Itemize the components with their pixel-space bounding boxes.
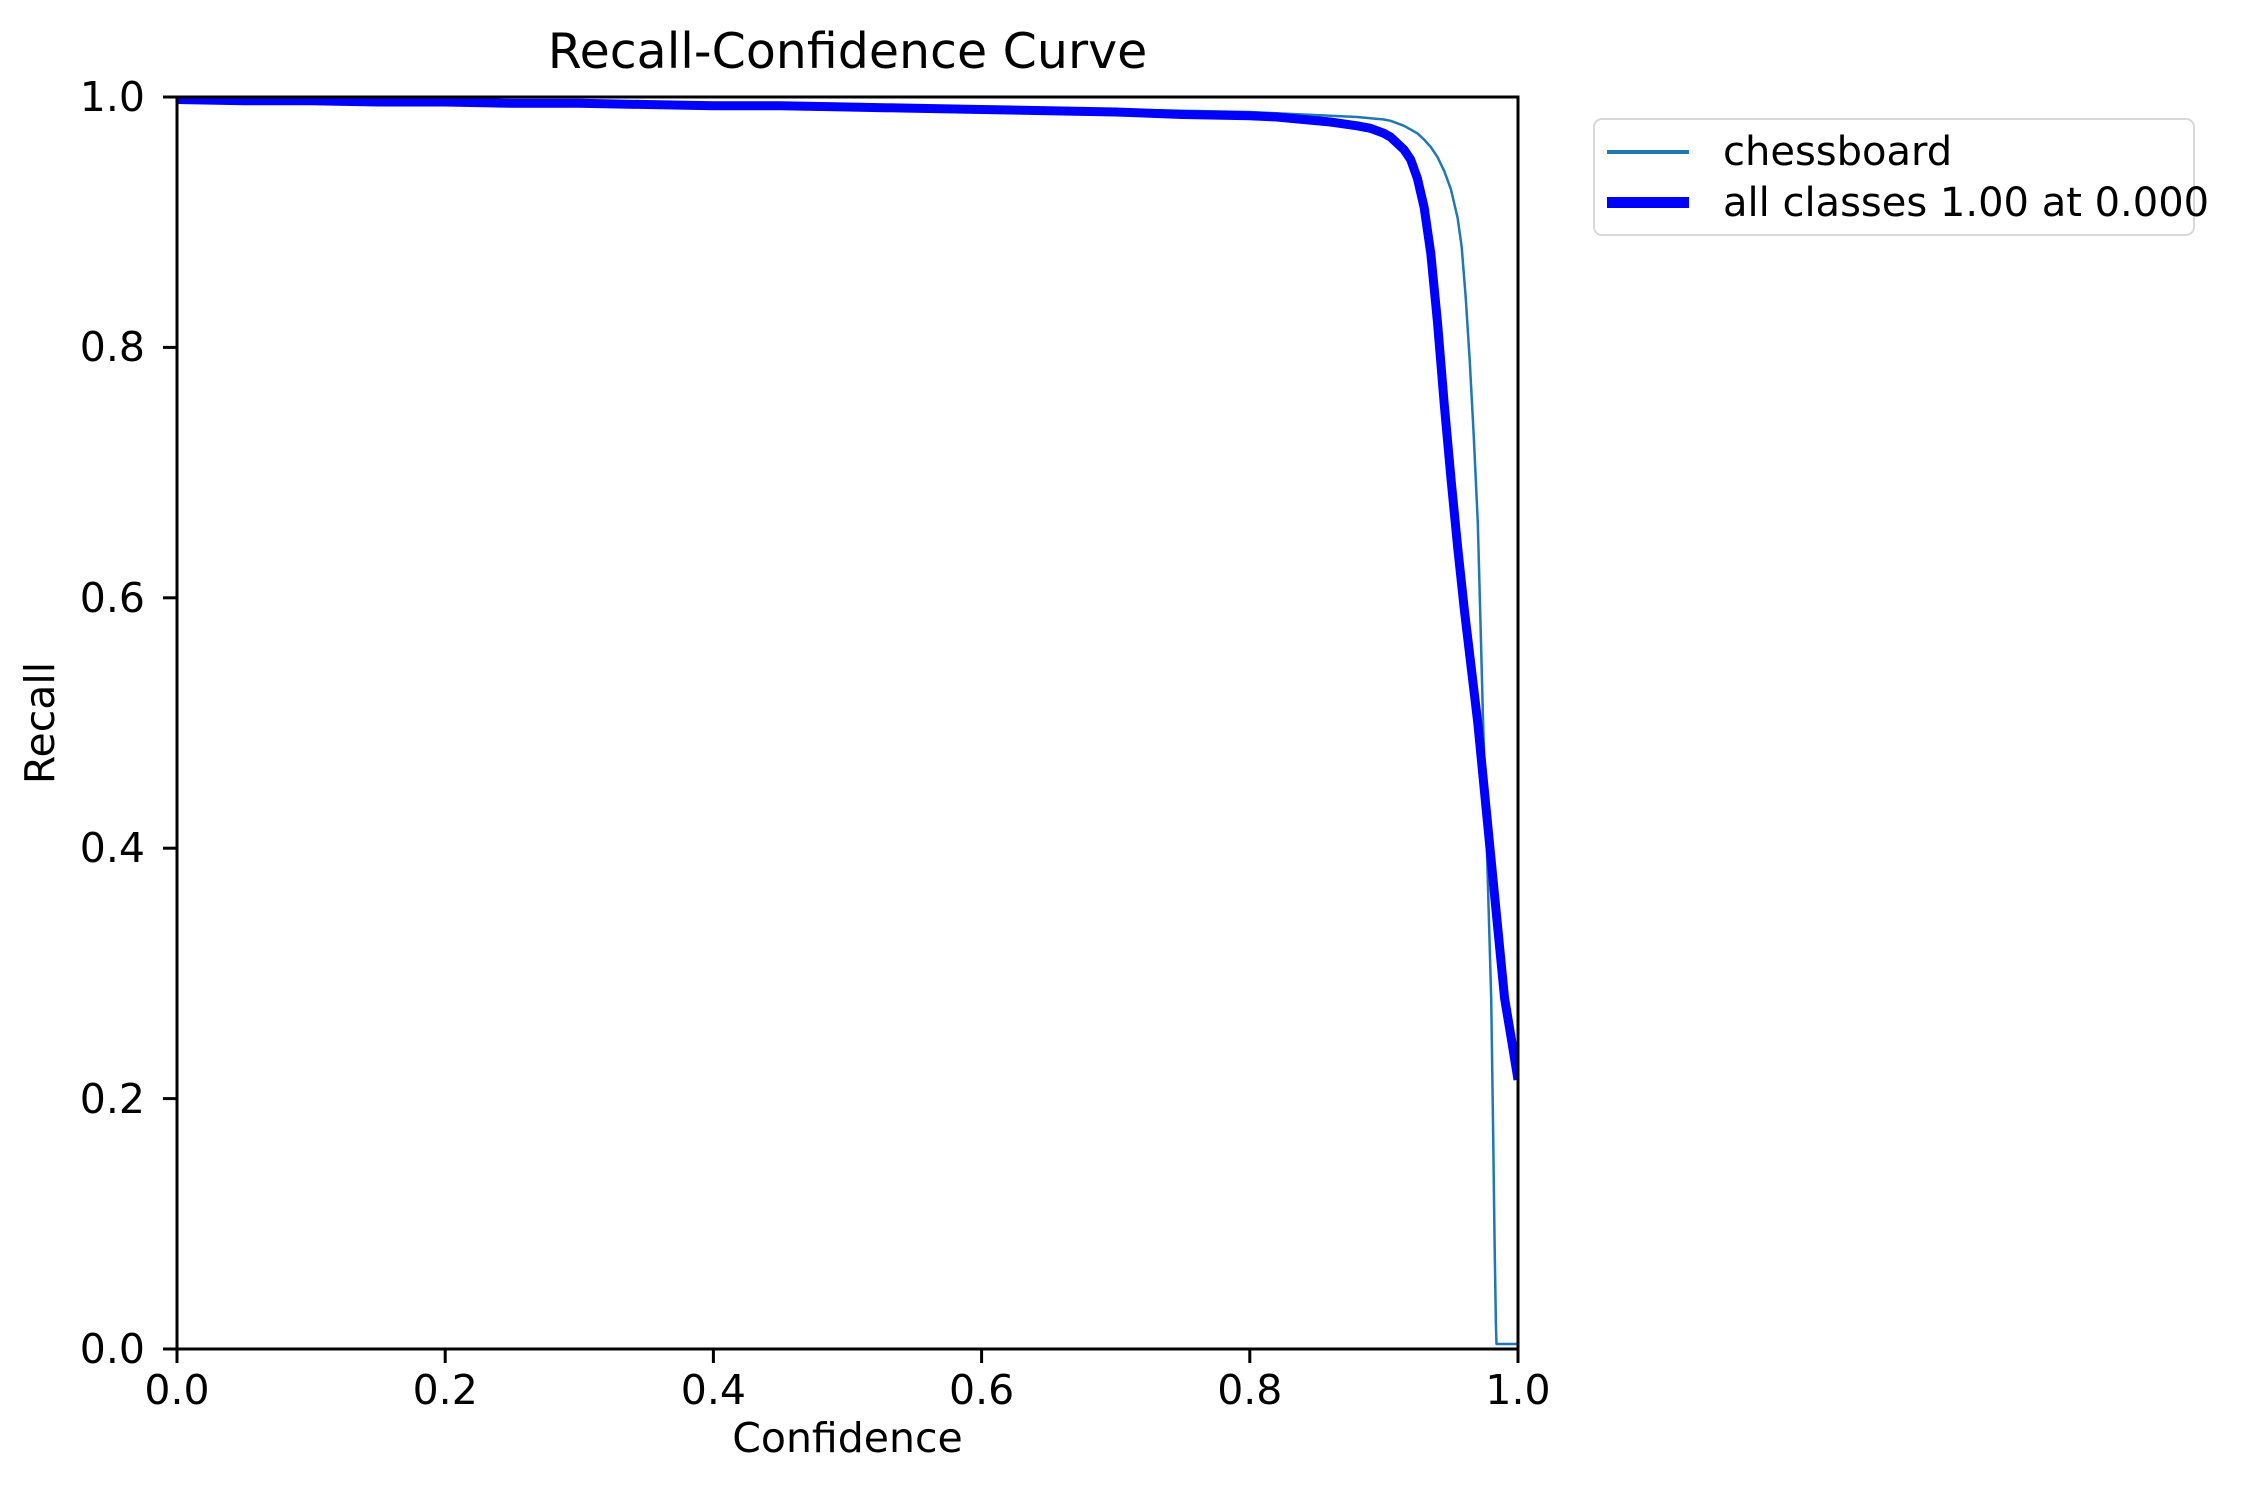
- x-tick-label: 0.4: [680, 1366, 746, 1414]
- x-tick-label: 1.0: [1485, 1366, 1551, 1414]
- y-axis-label: Recall: [16, 661, 64, 785]
- curve-all-classes: [177, 97, 1518, 1081]
- legend-item-all-classes: all classes 1.00 at 0.000: [1607, 178, 2209, 228]
- legend-item-chessboard: chessboard: [1607, 127, 2193, 177]
- y-tick-label: 0.8: [79, 323, 145, 372]
- y-tick-label: 0.2: [79, 1074, 145, 1123]
- y-tick-label: 0.6: [79, 573, 145, 622]
- chart-title: Recall-Confidence Curve: [547, 23, 1148, 80]
- legend-label-chessboard: chessboard: [1723, 128, 1953, 175]
- x-tick-label: 0.6: [948, 1366, 1015, 1414]
- y-tick-label: 1.0: [79, 73, 145, 121]
- curve-chessboard: [177, 97, 1518, 1346]
- legend-line-swatch-chessboard: [1607, 149, 1689, 154]
- legend-line-swatch-all-classes: [1607, 197, 1689, 208]
- axes-box: [175, 95, 1520, 1351]
- y-tick-label: 0.0: [79, 1325, 145, 1373]
- x-axis-label: Confidence: [732, 1414, 963, 1462]
- y-tick-label: 0.4: [79, 824, 145, 873]
- x-tick-label: 0.8: [1217, 1366, 1283, 1414]
- x-tick-label: 0.0: [144, 1366, 210, 1414]
- legend-label-all-classes: all classes 1.00 at 0.000: [1723, 179, 2210, 226]
- legend: chessboard all classes 1.00 at 0.000: [1593, 118, 2209, 236]
- x-tick-label: 0.2: [412, 1366, 478, 1414]
